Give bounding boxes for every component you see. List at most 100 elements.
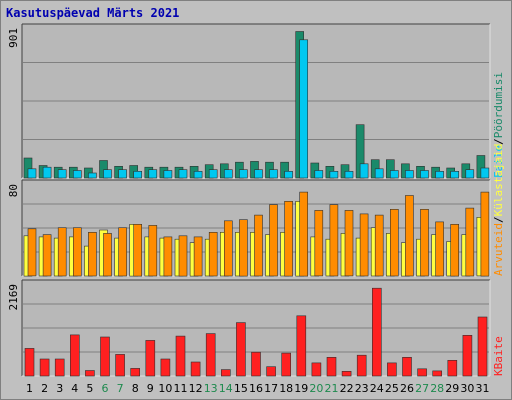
bar-arvuteid-7	[118, 227, 127, 277]
x-tick-label-22: 22	[340, 382, 354, 395]
bar-faile-3	[57, 169, 67, 179]
bar-kbaite-21	[326, 356, 337, 377]
x-tick-label-11: 11	[174, 382, 188, 395]
bar-kbaite-27	[417, 368, 427, 377]
bar-arvuteid-12	[193, 236, 203, 277]
bar-arvuteid-19	[299, 191, 309, 277]
bar-faile-15	[239, 169, 248, 179]
bar-faile-8	[133, 171, 142, 179]
x-tick-label-18: 18	[279, 382, 293, 395]
x-tick-label-8: 8	[132, 382, 139, 395]
bar-faile-31	[480, 167, 490, 179]
bar-arvuteid-17	[269, 204, 278, 277]
x-tick-label-9: 9	[147, 382, 154, 395]
bar-kbaite-4	[70, 334, 80, 377]
bar-faile-30	[465, 169, 475, 179]
bar-arvuteid-6	[103, 233, 112, 277]
bar-kbaite-5	[85, 370, 95, 377]
legend-item-kbaite: KBaite	[492, 336, 505, 376]
bar-kbaite-18	[281, 352, 292, 377]
bar-kbaite-20	[311, 362, 322, 377]
legend-separator: /	[492, 138, 505, 145]
x-tick-label-10: 10	[158, 382, 172, 395]
panel-3-y-max-label: 2169	[7, 284, 20, 311]
bar-kbaite-2	[39, 358, 50, 377]
x-tick-label-26: 26	[400, 382, 414, 395]
x-tick-label-19: 19	[294, 382, 308, 395]
bar-arvuteid-21	[329, 204, 339, 277]
bar-arvuteid-28	[435, 221, 444, 277]
panel-2-y-max-label: 80	[7, 184, 20, 197]
legend-separator: /	[492, 216, 505, 223]
bar-faile-11	[178, 169, 188, 179]
bar-faile-17	[269, 169, 278, 179]
bar-faile-27	[420, 170, 429, 179]
bar-faile-13	[208, 169, 218, 179]
bar-kbaite-3	[54, 358, 65, 377]
bar-faile-23	[359, 163, 369, 179]
x-tick-label-21: 21	[325, 382, 339, 395]
bar-arvuteid-4	[73, 227, 82, 277]
x-tick-label-13: 13	[204, 382, 218, 395]
bar-faile-1	[27, 168, 37, 179]
bar-arvuteid-29	[450, 224, 460, 277]
bar-arvuteid-16	[254, 214, 263, 277]
bar-faile-28	[435, 171, 444, 179]
bar-arvuteid-8	[133, 224, 142, 277]
panel-2-legend: Arvuteid/Külastajaid	[492, 144, 505, 276]
x-tick-label-2: 2	[41, 382, 48, 395]
bar-kbaite-9	[145, 340, 156, 377]
bar-faile-21	[329, 171, 339, 179]
bar-arvuteid-30	[465, 207, 475, 277]
bar-arvuteid-27	[420, 209, 429, 277]
x-tick-label-14: 14	[219, 382, 233, 395]
bar-faile-16	[254, 169, 263, 179]
bar-faile-26	[405, 170, 414, 179]
x-tick-label-28: 28	[430, 382, 444, 395]
panel-3-legend: KBaite	[492, 336, 505, 376]
bar-faile-25	[389, 170, 399, 179]
bar-arvuteid-14	[224, 220, 233, 277]
bar-kbaite-8	[130, 368, 140, 377]
bar-faile-22	[344, 171, 354, 179]
bar-kbaite-13	[205, 333, 216, 377]
bar-kbaite-14	[221, 369, 231, 377]
chart-title: Kasutuspäevad Märts 2021	[6, 6, 180, 20]
bar-kbaite-29	[447, 359, 458, 377]
legend-item-arvuteid: Arvuteid	[492, 223, 505, 276]
bar-kbaite-1	[24, 348, 35, 377]
bar-kbaite-30	[462, 334, 473, 377]
bar-faile-18	[284, 171, 293, 179]
bar-faile-20	[314, 170, 324, 179]
bar-kbaite-15	[236, 322, 246, 377]
bar-faile-4	[73, 170, 82, 179]
x-tick-label-1: 1	[26, 382, 33, 395]
bar-arvuteid-15	[239, 219, 248, 277]
x-tick-label-12: 12	[189, 382, 203, 395]
x-tick-label-15: 15	[234, 382, 248, 395]
bar-kbaite-17	[266, 366, 276, 377]
bar-arvuteid-13	[208, 232, 218, 277]
panel-1-legend: Faile/Pöördumisi	[492, 72, 505, 178]
x-tick-label-25: 25	[385, 382, 399, 395]
bar-kbaite-10	[160, 358, 171, 377]
bar-arvuteid-9	[148, 225, 158, 277]
legend-item-külastajaid: Külastajaid	[492, 144, 505, 217]
bar-faile-24	[374, 168, 384, 179]
bar-faile-29	[450, 171, 460, 179]
bar-arvuteid-23	[359, 213, 369, 277]
bar-faile-10	[163, 170, 173, 179]
bar-kbaite-16	[251, 351, 261, 377]
bar-arvuteid-1	[27, 228, 37, 277]
bar-arvuteid-24	[374, 214, 384, 277]
bar-faile-14	[224, 169, 233, 179]
bar-kbaite-12	[190, 361, 201, 377]
bar-kbaite-25	[387, 362, 397, 377]
x-tick-label-4: 4	[71, 382, 78, 395]
bar-arvuteid-22	[344, 210, 354, 277]
bar-faile-6	[103, 169, 112, 179]
bar-faile-9	[148, 169, 158, 179]
bar-faile-12	[193, 171, 203, 179]
bar-kbaite-6	[100, 336, 110, 377]
x-tick-label-17: 17	[264, 382, 278, 395]
